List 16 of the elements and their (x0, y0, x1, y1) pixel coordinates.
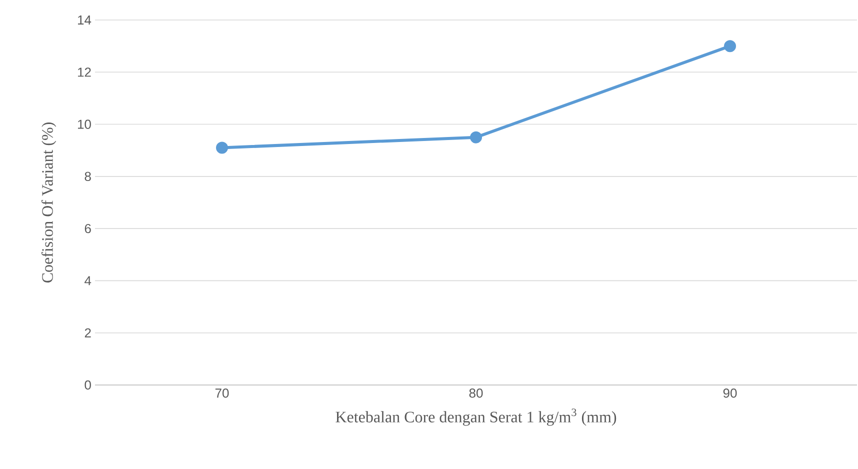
y-tick-label: 6 (84, 224, 91, 234)
y-axis-title: Coefision Of Variant (%) (41, 122, 56, 282)
y-tick-label: 0 (84, 380, 91, 390)
x-axis-title: Ketebalan Core dengan Serat 1 kg/m$^{3}$ (mm) (336, 408, 616, 426)
point (216, 142, 228, 154)
y-tick-label: 10 (78, 120, 91, 129)
point (724, 40, 736, 52)
x-tick-label: 80 (469, 388, 483, 398)
x-tick-label: 90 (723, 388, 737, 398)
point (470, 131, 482, 144)
y-tick-label: 2 (84, 328, 91, 338)
x-tick-label: 70 (215, 388, 229, 398)
y-tick-label: 12 (78, 68, 91, 77)
y-tick-label: 8 (84, 172, 91, 182)
y-tick-label: 4 (84, 276, 92, 286)
y-tick-label: 14 (78, 16, 92, 24)
